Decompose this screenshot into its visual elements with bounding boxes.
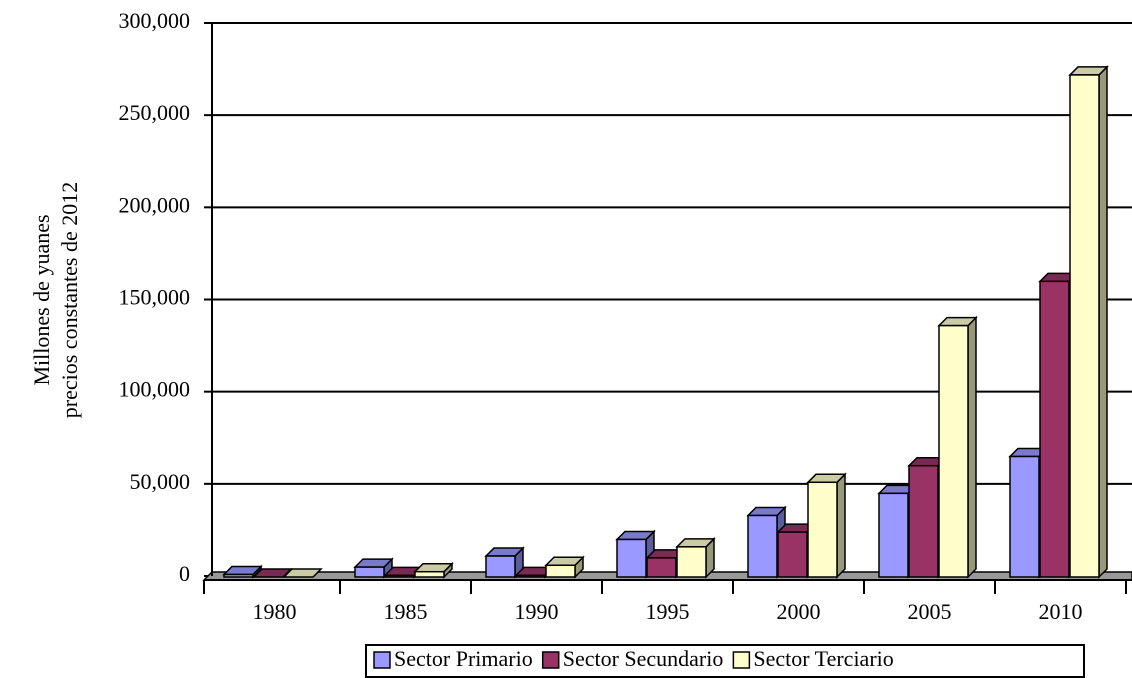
bar-front <box>908 464 939 578</box>
bar-front <box>616 538 647 578</box>
bar-front <box>223 573 254 578</box>
bar-front <box>807 481 838 578</box>
bar-front <box>676 546 707 578</box>
y-tick-label: 300,000 <box>119 8 191 33</box>
bar <box>484 546 525 579</box>
bar-front <box>938 324 969 578</box>
y-tick-label: 250,000 <box>119 100 191 125</box>
x-tick-label: 1985 <box>384 599 428 624</box>
y-tick-label: 150,000 <box>119 285 191 310</box>
bar-front <box>414 570 445 578</box>
x-tick-label: 1995 <box>646 599 690 624</box>
legend: Sector Primario Sector Secundario Sector T… <box>365 644 1085 678</box>
bar-front <box>384 574 415 578</box>
bar-side <box>967 315 977 579</box>
bar-front <box>1069 74 1100 578</box>
bar-front <box>1009 455 1040 578</box>
bar-front <box>1039 280 1070 578</box>
bar <box>353 557 394 579</box>
x-tick-label: 1990 <box>515 599 559 624</box>
bar <box>806 472 847 579</box>
x-tick-label: 1980 <box>253 599 297 624</box>
bar-side <box>836 472 846 579</box>
legend-swatch <box>732 651 751 669</box>
bar <box>675 537 716 579</box>
legend-label: Sector Primario <box>394 646 533 671</box>
bar-front <box>485 555 516 578</box>
bar-side <box>1098 65 1108 579</box>
bar-front <box>878 492 909 578</box>
bar <box>222 564 263 579</box>
y-axis-label: precios constantes de 2012 <box>57 182 82 418</box>
x-tick-label: 2005 <box>908 599 952 624</box>
bar-front <box>747 514 778 578</box>
bar <box>1068 65 1109 579</box>
y-tick-label: 200,000 <box>119 192 191 217</box>
y-tick-label: 100,000 <box>119 377 191 402</box>
bar <box>282 568 323 578</box>
bar <box>937 315 978 579</box>
y-tick-label: 0 <box>179 561 190 586</box>
bar-front <box>354 566 385 578</box>
bar-front <box>646 557 677 578</box>
legend-label: Sector Terciario <box>753 646 893 671</box>
bar <box>413 561 454 579</box>
bar-top <box>282 568 323 578</box>
x-tick-label: 2000 <box>777 599 821 624</box>
legend-box <box>365 644 1085 678</box>
y-tick-label: 50,000 <box>130 469 191 494</box>
bar <box>544 555 585 579</box>
x-tick-label: 2010 <box>1039 599 1083 624</box>
y-axis-label: Millones de yuanes <box>29 214 54 385</box>
legend-swatch <box>541 651 560 669</box>
bar-front <box>515 574 546 578</box>
bar-front <box>545 564 576 578</box>
legend-label: Sector Secundario <box>563 646 724 671</box>
bar-front <box>777 531 808 578</box>
legend-swatch <box>373 651 391 669</box>
